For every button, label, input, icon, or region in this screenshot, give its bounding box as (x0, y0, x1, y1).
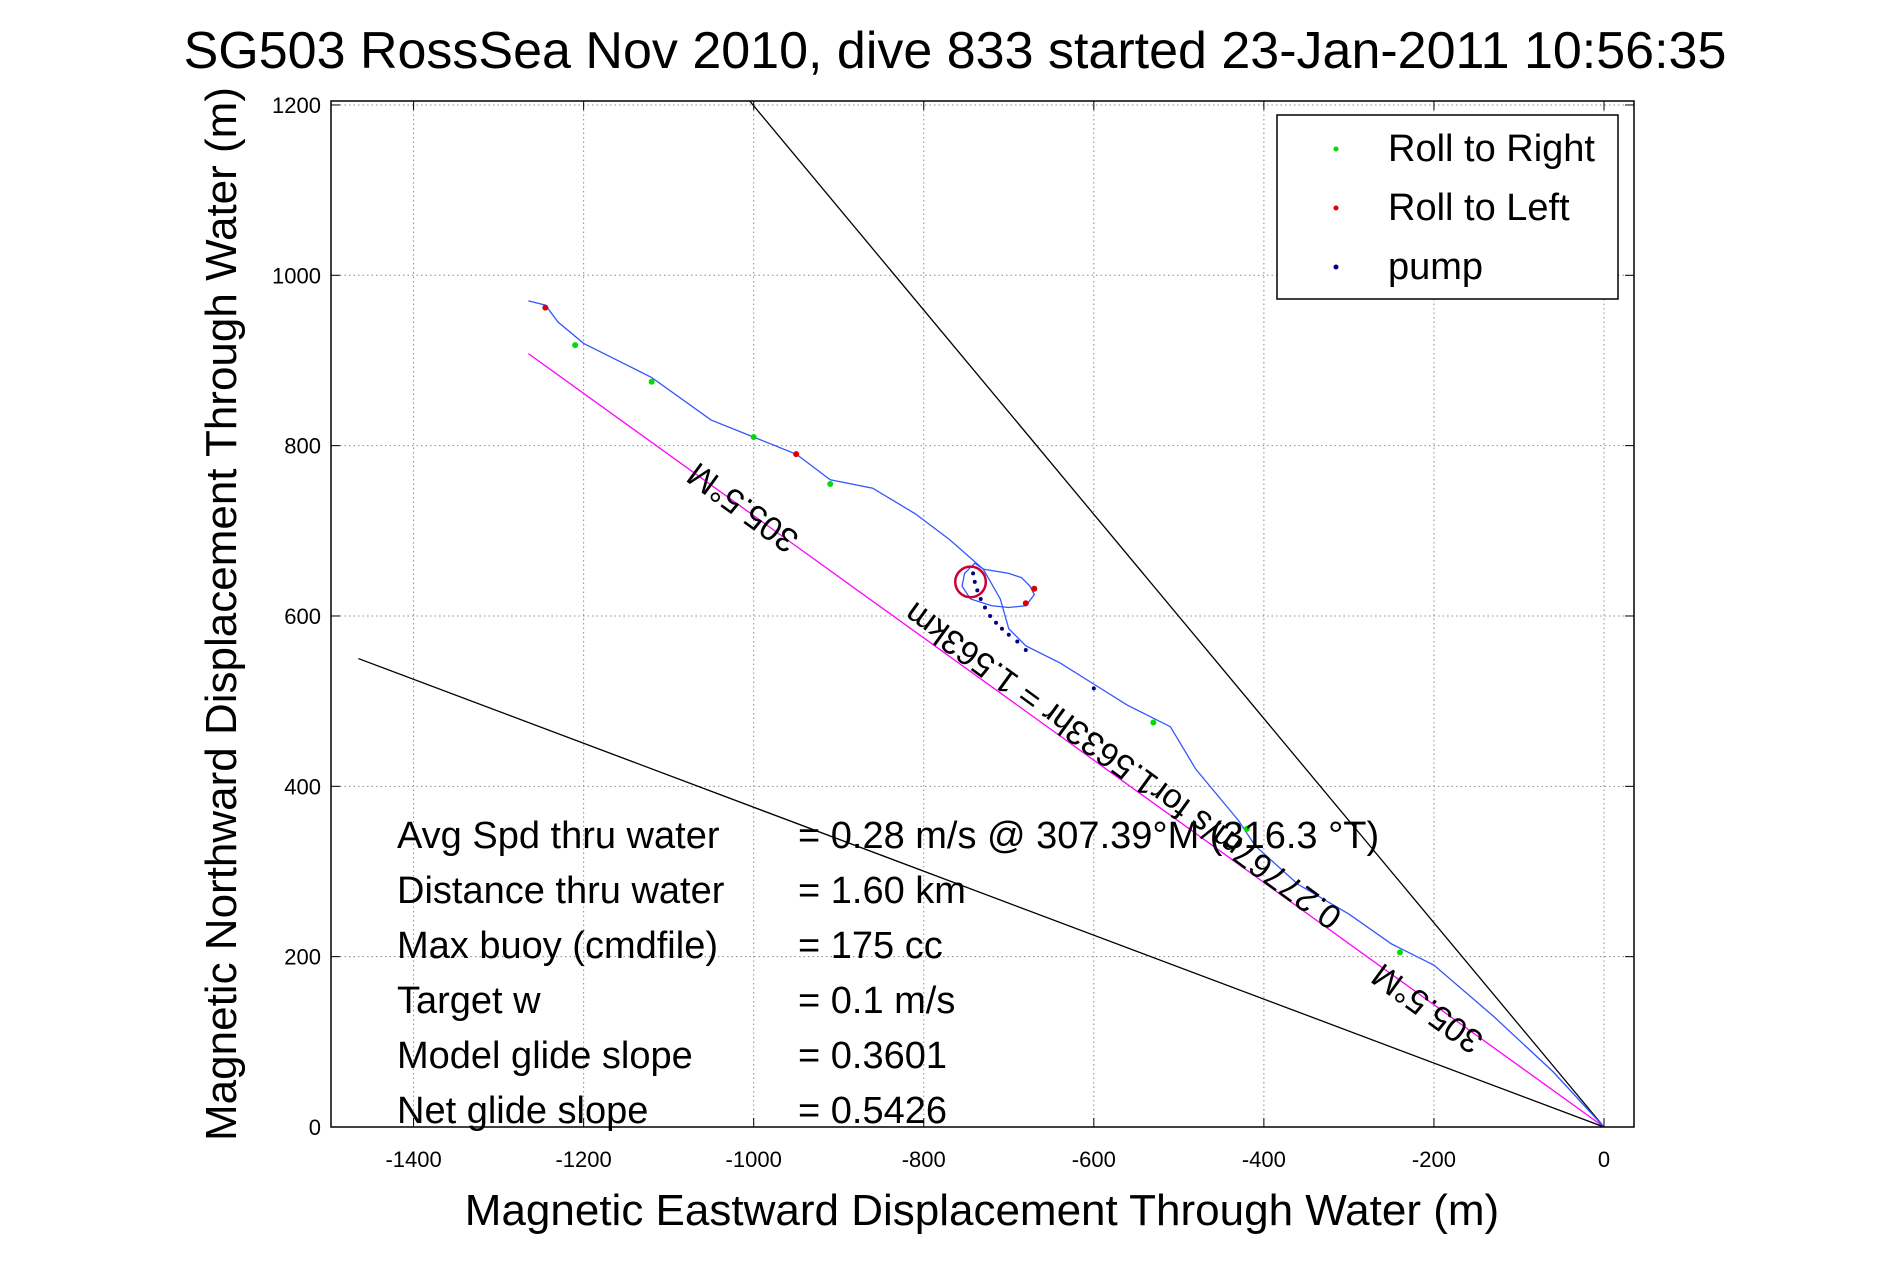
legend: Roll to Right Roll to Left pump (1276, 114, 1619, 300)
stat-label: Model glide slope (397, 1035, 693, 1077)
stat-label: Target w (397, 980, 541, 1022)
pump-point (978, 596, 983, 601)
roll-right-point (572, 342, 579, 349)
mean-heading-line (527, 353, 1605, 1128)
roll-left-point (1031, 585, 1038, 592)
roll-left-point (793, 451, 800, 458)
pump-point (1023, 648, 1028, 653)
y-axis-label: Magnetic Northward Displacement Through … (197, 87, 246, 1141)
roll-right-point (1243, 825, 1250, 832)
pump-point (988, 613, 993, 618)
x-tick-label: -200 (1412, 1147, 1456, 1172)
stat-value: = 175 cc (798, 925, 943, 967)
heading-limit-line (748, 100, 1605, 1128)
y-tick-label: 1200 (272, 93, 321, 118)
roll-right-point (1150, 719, 1157, 726)
y-axis-ticks: 0 200 400 600 800 1000 1200 (272, 93, 1634, 1140)
x-axis-ticks: -1400 -1200 -1000 -800 -600 -400 -200 0 (385, 101, 1610, 1172)
pump-point (994, 620, 999, 625)
stat-label: Max buoy (cmdfile) (397, 925, 718, 967)
x-tick-label: 0 (1598, 1147, 1610, 1172)
legend-label: Roll to Left (1388, 187, 1570, 229)
y-tick-label: 600 (284, 604, 321, 629)
pump-point (971, 571, 976, 576)
stat-label: Avg Spd thru water (397, 815, 720, 857)
glider-track-series (528, 300, 1605, 1128)
y-tick-label: 200 (284, 945, 321, 970)
pump-point (975, 588, 980, 593)
chart-title: SG503 RossSea Nov 2010, dive 833 started… (184, 22, 1727, 80)
pump-point (1006, 632, 1011, 637)
x-tick-label: -600 (1072, 1147, 1116, 1172)
y-tick-label: 400 (284, 774, 321, 799)
legend-marker (1333, 205, 1339, 211)
x-tick-label: -1400 (385, 1147, 441, 1172)
stat-value: = 0.1 m/s (798, 980, 955, 1022)
legend-label: Roll to Right (1388, 128, 1595, 170)
x-tick-label: -1000 (726, 1147, 782, 1172)
plot-frame (330, 100, 1635, 1128)
roll-left-point (542, 304, 549, 311)
roll-right-point (648, 378, 655, 385)
x-tick-label: -1200 (555, 1147, 611, 1172)
legend-marker (1333, 264, 1339, 270)
stats-block: Avg Spd thru water = 0.28 m/s @ 307.39°M … (397, 815, 1379, 1132)
x-tick-label: -400 (1242, 1147, 1286, 1172)
y-tick-label: 1000 (272, 263, 321, 288)
pump-point (1091, 686, 1096, 691)
roll-left-point (1022, 600, 1029, 607)
stat-label: Net glide slope (397, 1090, 648, 1132)
heading-limit-line (358, 657, 1605, 1128)
x-tick-label: -800 (902, 1147, 946, 1172)
roll-right-point (750, 434, 757, 441)
roll-right-point (1396, 949, 1403, 956)
roll-right-point (827, 480, 834, 487)
legend-entries: Roll to Right Roll to Left pump (1333, 128, 1595, 288)
stat-value: = 0.28 m/s @ 307.39°M (316.3 °T) (798, 815, 1379, 857)
glider-track-loop (961, 562, 1036, 609)
pump-point (1015, 639, 1020, 644)
roll-circle (953, 565, 988, 599)
pump-point (972, 579, 977, 584)
pump-point (999, 626, 1004, 631)
stat-value: = 0.3601 (798, 1035, 947, 1077)
stat-label: Distance thru water (397, 870, 725, 912)
legend-marker (1333, 146, 1339, 152)
x-axis-label: Magnetic Eastward Displacement Through W… (465, 1186, 1499, 1235)
legend-label: pump (1388, 246, 1483, 288)
stat-value: = 0.5426 (798, 1090, 947, 1132)
y-tick-label: 800 (284, 434, 321, 459)
stat-value: = 1.60 km (798, 870, 966, 912)
pump-point (982, 605, 987, 610)
y-tick-label: 0 (309, 1115, 321, 1140)
